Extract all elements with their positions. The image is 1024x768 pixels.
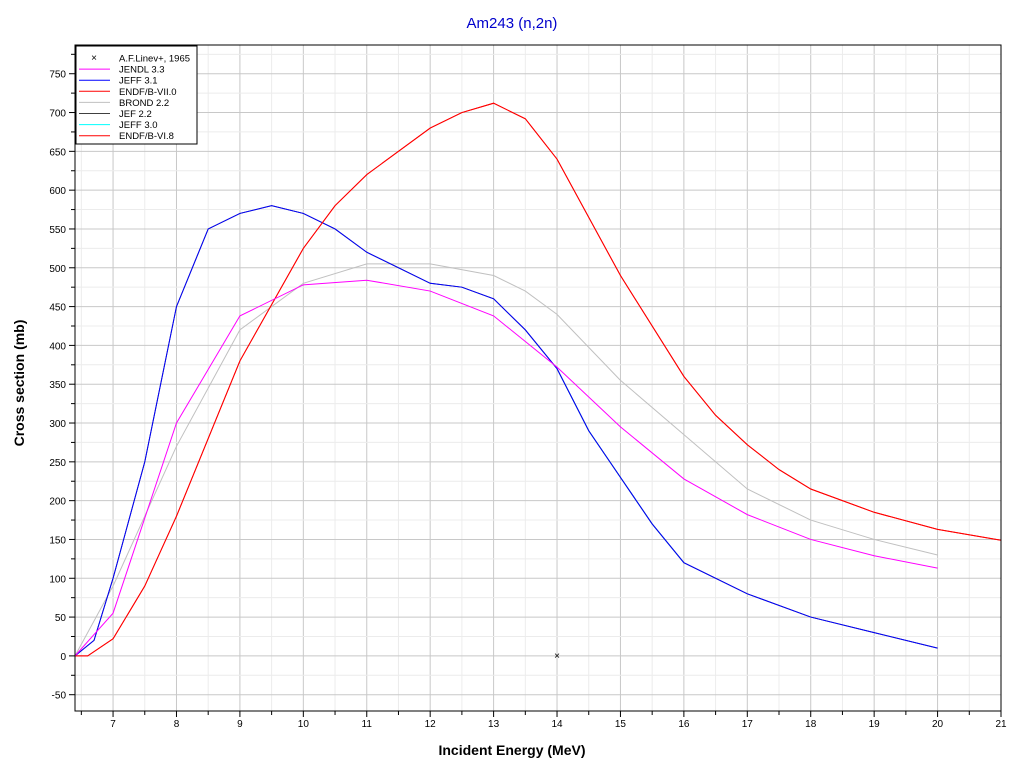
y-tick-label: 400 [49,341,66,352]
legend-label: ENDF/B-VII.0 [119,87,177,98]
series-line-jeff-3-1 [74,205,938,657]
chart-title: Am243 (n,2n) [467,15,558,32]
plot-frame [74,44,1002,712]
y-tick-label: 500 [49,264,66,275]
y-tick-label: 550 [49,225,66,236]
y-tick-label: 100 [49,574,66,585]
x-tick-label: 15 [615,719,627,730]
x-tick-label: 10 [298,719,310,730]
series-line-jef-2-2 [74,205,938,657]
y-tick-label: 0 [60,652,66,663]
data-point-marker: × [554,651,560,662]
x-tick-label: 11 [362,719,373,730]
y-tick-label: 300 [49,419,66,430]
y-tick-label: 200 [49,497,66,508]
x-axis-label: Incident Energy (MeV) [438,742,585,758]
y-tick-label: 600 [49,186,66,197]
y-tick-label: 350 [49,380,66,391]
legend-label: JEF 2.2 [119,109,152,120]
y-tick-label: 450 [49,303,66,314]
x-tick-label: 16 [678,719,690,730]
y-tick-label: 650 [49,147,66,158]
series-line-endf-b-vi-8 [75,102,1002,657]
series-line-jendl-3-3 [74,279,938,657]
legend-label: JEFF 3.0 [119,120,158,131]
y-tick-label: 150 [49,535,66,546]
x-tick-label: 13 [488,719,500,730]
x-tick-label: 12 [425,719,437,730]
legend-label: BROND 2.2 [119,98,169,109]
legend-box [75,45,198,145]
legend-label: JENDL 3.3 [119,65,165,76]
x-tick-label: 21 [995,719,1007,730]
legend-label: JEFF 3.1 [119,76,158,87]
legend-marker-x: × [91,53,97,64]
y-tick-label: 50 [55,613,67,624]
y-tick-label: 700 [49,109,66,120]
series-line-brond-2-2 [74,263,938,657]
series-line-endf-b-vii-0 [75,102,1002,657]
x-tick-label: 8 [174,719,180,730]
x-tick-label: 20 [932,719,944,730]
x-tick-label: 9 [237,719,243,730]
y-tick-label: 750 [49,70,66,81]
legend-label: A.F.Linev+, 1965 [119,54,190,65]
y-axis-label: Cross section (mb) [11,320,27,447]
x-tick-label: 17 [742,719,754,730]
legend-label: ENDF/B-VI.8 [119,131,174,142]
x-tick-label: 7 [110,719,116,730]
x-tick-label: 14 [551,719,563,730]
x-tick-label: 18 [805,719,817,730]
y-tick-label: -50 [52,691,67,702]
y-tick-label: 250 [49,458,66,469]
x-tick-label: 19 [869,719,881,730]
